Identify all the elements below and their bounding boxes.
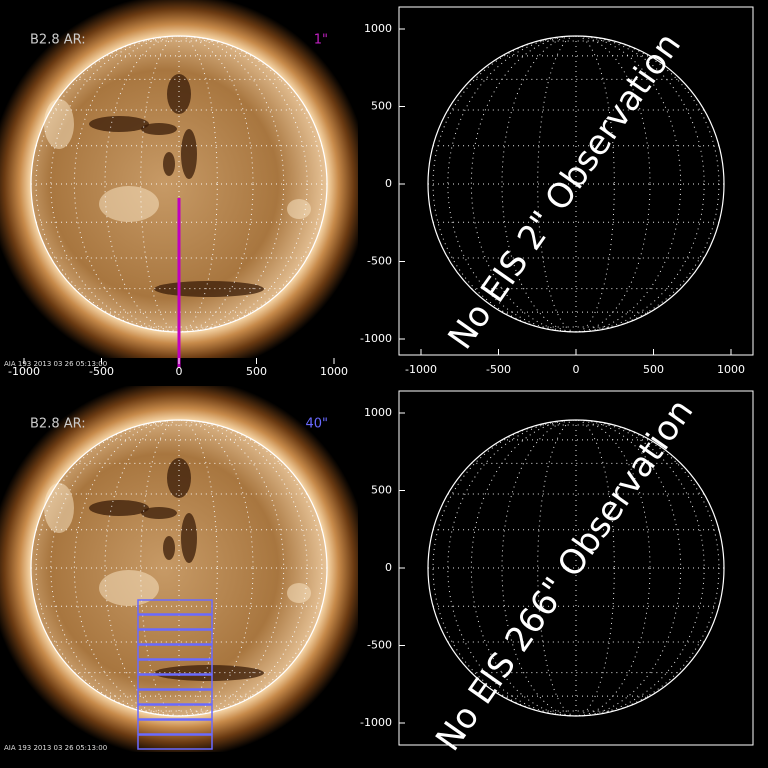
longitude bbox=[501, 35, 651, 333]
slit-label: 40" bbox=[305, 417, 328, 432]
y-tick-label: 0 bbox=[385, 561, 392, 574]
dark-region bbox=[141, 123, 177, 135]
x-tick-label: -500 bbox=[486, 363, 511, 376]
x-tick-label: -1000 bbox=[8, 365, 40, 378]
limb bbox=[427, 419, 725, 717]
dark-region bbox=[181, 513, 197, 563]
y-tick-label: 500 bbox=[371, 100, 392, 113]
y-tick-label: 1000 bbox=[364, 22, 392, 35]
x-tick-label: -500 bbox=[89, 365, 114, 378]
dark-region bbox=[141, 507, 177, 519]
raster-box bbox=[137, 614, 213, 630]
dark-region bbox=[89, 116, 149, 132]
dark-region bbox=[167, 458, 191, 498]
longitude bbox=[537, 419, 615, 717]
longitude bbox=[447, 419, 705, 717]
limb bbox=[30, 419, 328, 717]
dark-region bbox=[89, 500, 149, 516]
longitude bbox=[501, 419, 651, 717]
dark-region bbox=[167, 74, 191, 114]
panel-label: B2.8 AR: bbox=[30, 33, 86, 48]
y-tick-label: 500 bbox=[371, 484, 392, 497]
x-tick-label: 1000 bbox=[320, 365, 348, 378]
longitude bbox=[50, 419, 308, 717]
longitude bbox=[50, 35, 308, 333]
longitude bbox=[140, 35, 218, 333]
slit-label: 1" bbox=[314, 33, 328, 48]
x-tick-label: 0 bbox=[573, 363, 580, 376]
raster-box bbox=[137, 629, 213, 645]
x-tick-label: 500 bbox=[643, 363, 664, 376]
dark-region bbox=[181, 129, 197, 179]
x-tick-label: -1000 bbox=[405, 363, 437, 376]
x-tick-label: 500 bbox=[246, 365, 267, 378]
message: No EIS 266" Observation bbox=[428, 392, 701, 758]
longitude bbox=[470, 35, 682, 333]
y-tick-label: -500 bbox=[367, 639, 392, 652]
bright-region bbox=[287, 199, 311, 219]
dark-region bbox=[163, 536, 175, 560]
raster-box bbox=[137, 734, 213, 750]
longitude bbox=[537, 35, 615, 333]
sun-image bbox=[0, 386, 358, 752]
timestamp: AIA 193 2013 03 26 05:13:00 bbox=[4, 744, 107, 752]
bright-region bbox=[99, 570, 159, 606]
raster-box bbox=[137, 644, 213, 660]
y-tick-label: -500 bbox=[367, 255, 392, 268]
raster-box bbox=[137, 674, 213, 690]
longitude bbox=[104, 419, 254, 717]
raster-box bbox=[137, 659, 213, 675]
disk bbox=[31, 420, 327, 716]
dark-region bbox=[154, 665, 264, 681]
bright-region bbox=[287, 583, 311, 603]
longitude bbox=[73, 35, 285, 333]
dark-region bbox=[163, 152, 175, 176]
longitude bbox=[104, 35, 254, 333]
y-tick-label: -1000 bbox=[360, 332, 392, 345]
y-tick-label: 1000 bbox=[364, 406, 392, 419]
bright-region bbox=[44, 99, 74, 149]
message: No EIS 2" Observation bbox=[441, 26, 689, 357]
longitude bbox=[447, 35, 705, 333]
raster-box bbox=[137, 704, 213, 720]
longitude bbox=[140, 419, 218, 717]
sun-image bbox=[0, 0, 358, 358]
panel-label: B2.8 AR: bbox=[30, 417, 86, 432]
y-tick-label: 0 bbox=[385, 177, 392, 190]
dark-region bbox=[154, 281, 264, 297]
timestamp: AIA 193 2013 03 26 05:13:00 bbox=[4, 360, 107, 368]
limb bbox=[427, 35, 725, 333]
y-tick-label: -1000 bbox=[360, 716, 392, 729]
bright-region bbox=[44, 483, 74, 533]
x-tick-label: 1000 bbox=[717, 363, 745, 376]
disk bbox=[31, 36, 327, 332]
bright-region bbox=[99, 186, 159, 222]
raster-box bbox=[137, 599, 213, 615]
raster-box bbox=[137, 689, 213, 705]
longitude bbox=[73, 419, 285, 717]
raster-box bbox=[137, 719, 213, 735]
longitude bbox=[470, 419, 682, 717]
x-tick-label: 0 bbox=[176, 365, 183, 378]
